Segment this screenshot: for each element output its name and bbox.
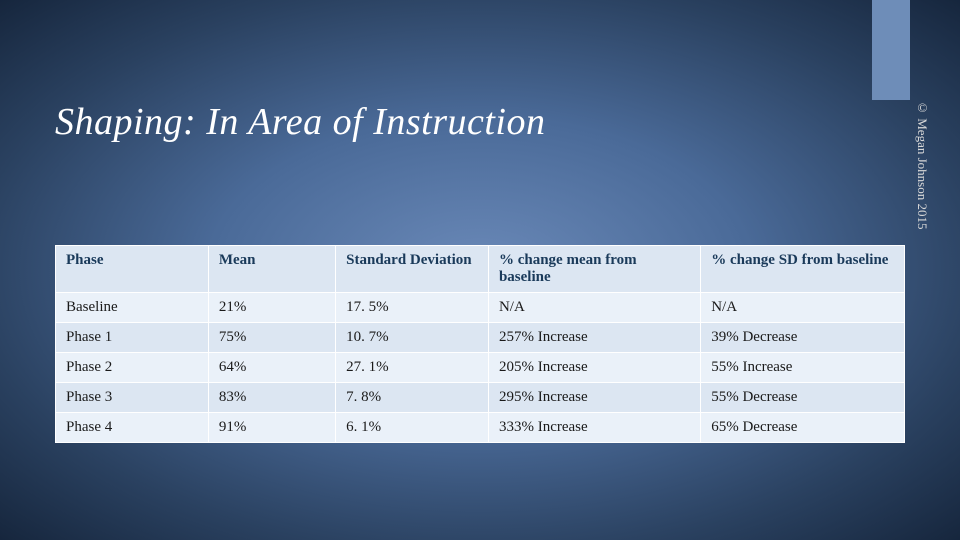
cell: 39% Decrease bbox=[701, 323, 905, 353]
data-table-container: Phase Mean Standard Deviation % change m… bbox=[55, 245, 905, 443]
cell: 83% bbox=[208, 383, 335, 413]
column-header: % change SD from baseline bbox=[701, 246, 905, 293]
copyright-text: © Megan Johnson 2015 bbox=[914, 100, 930, 229]
cell: 65% Decrease bbox=[701, 413, 905, 443]
cell: 333% Increase bbox=[488, 413, 700, 443]
cell: Phase 1 bbox=[56, 323, 209, 353]
cell: 205% Increase bbox=[488, 353, 700, 383]
slide-title: Shaping: In Area of Instruction bbox=[55, 100, 545, 144]
table-row: Phase 2 64% 27. 1% 205% Increase 55% Inc… bbox=[56, 353, 905, 383]
cell: 55% Decrease bbox=[701, 383, 905, 413]
table-row: Phase 3 83% 7. 8% 295% Increase 55% Decr… bbox=[56, 383, 905, 413]
cell: 21% bbox=[208, 293, 335, 323]
cell: 17. 5% bbox=[336, 293, 489, 323]
table-header-row: Phase Mean Standard Deviation % change m… bbox=[56, 246, 905, 293]
cell: 27. 1% bbox=[336, 353, 489, 383]
cell: 91% bbox=[208, 413, 335, 443]
table-row: Phase 4 91% 6. 1% 333% Increase 65% Decr… bbox=[56, 413, 905, 443]
column-header: Standard Deviation bbox=[336, 246, 489, 293]
cell: 7. 8% bbox=[336, 383, 489, 413]
cell: N/A bbox=[701, 293, 905, 323]
cell: Phase 3 bbox=[56, 383, 209, 413]
column-header: Mean bbox=[208, 246, 335, 293]
table-row: Phase 1 75% 10. 7% 257% Increase 39% Dec… bbox=[56, 323, 905, 353]
cell: 257% Increase bbox=[488, 323, 700, 353]
cell: Baseline bbox=[56, 293, 209, 323]
cell: 295% Increase bbox=[488, 383, 700, 413]
column-header: Phase bbox=[56, 246, 209, 293]
cell: 55% Increase bbox=[701, 353, 905, 383]
cell: 64% bbox=[208, 353, 335, 383]
cell: 6. 1% bbox=[336, 413, 489, 443]
cell: Phase 2 bbox=[56, 353, 209, 383]
cell: 75% bbox=[208, 323, 335, 353]
column-header: % change mean from baseline bbox=[488, 246, 700, 293]
accent-bar bbox=[872, 0, 910, 100]
cell: Phase 4 bbox=[56, 413, 209, 443]
table-row: Baseline 21% 17. 5% N/A N/A bbox=[56, 293, 905, 323]
cell: 10. 7% bbox=[336, 323, 489, 353]
data-table: Phase Mean Standard Deviation % change m… bbox=[55, 245, 905, 443]
cell: N/A bbox=[488, 293, 700, 323]
